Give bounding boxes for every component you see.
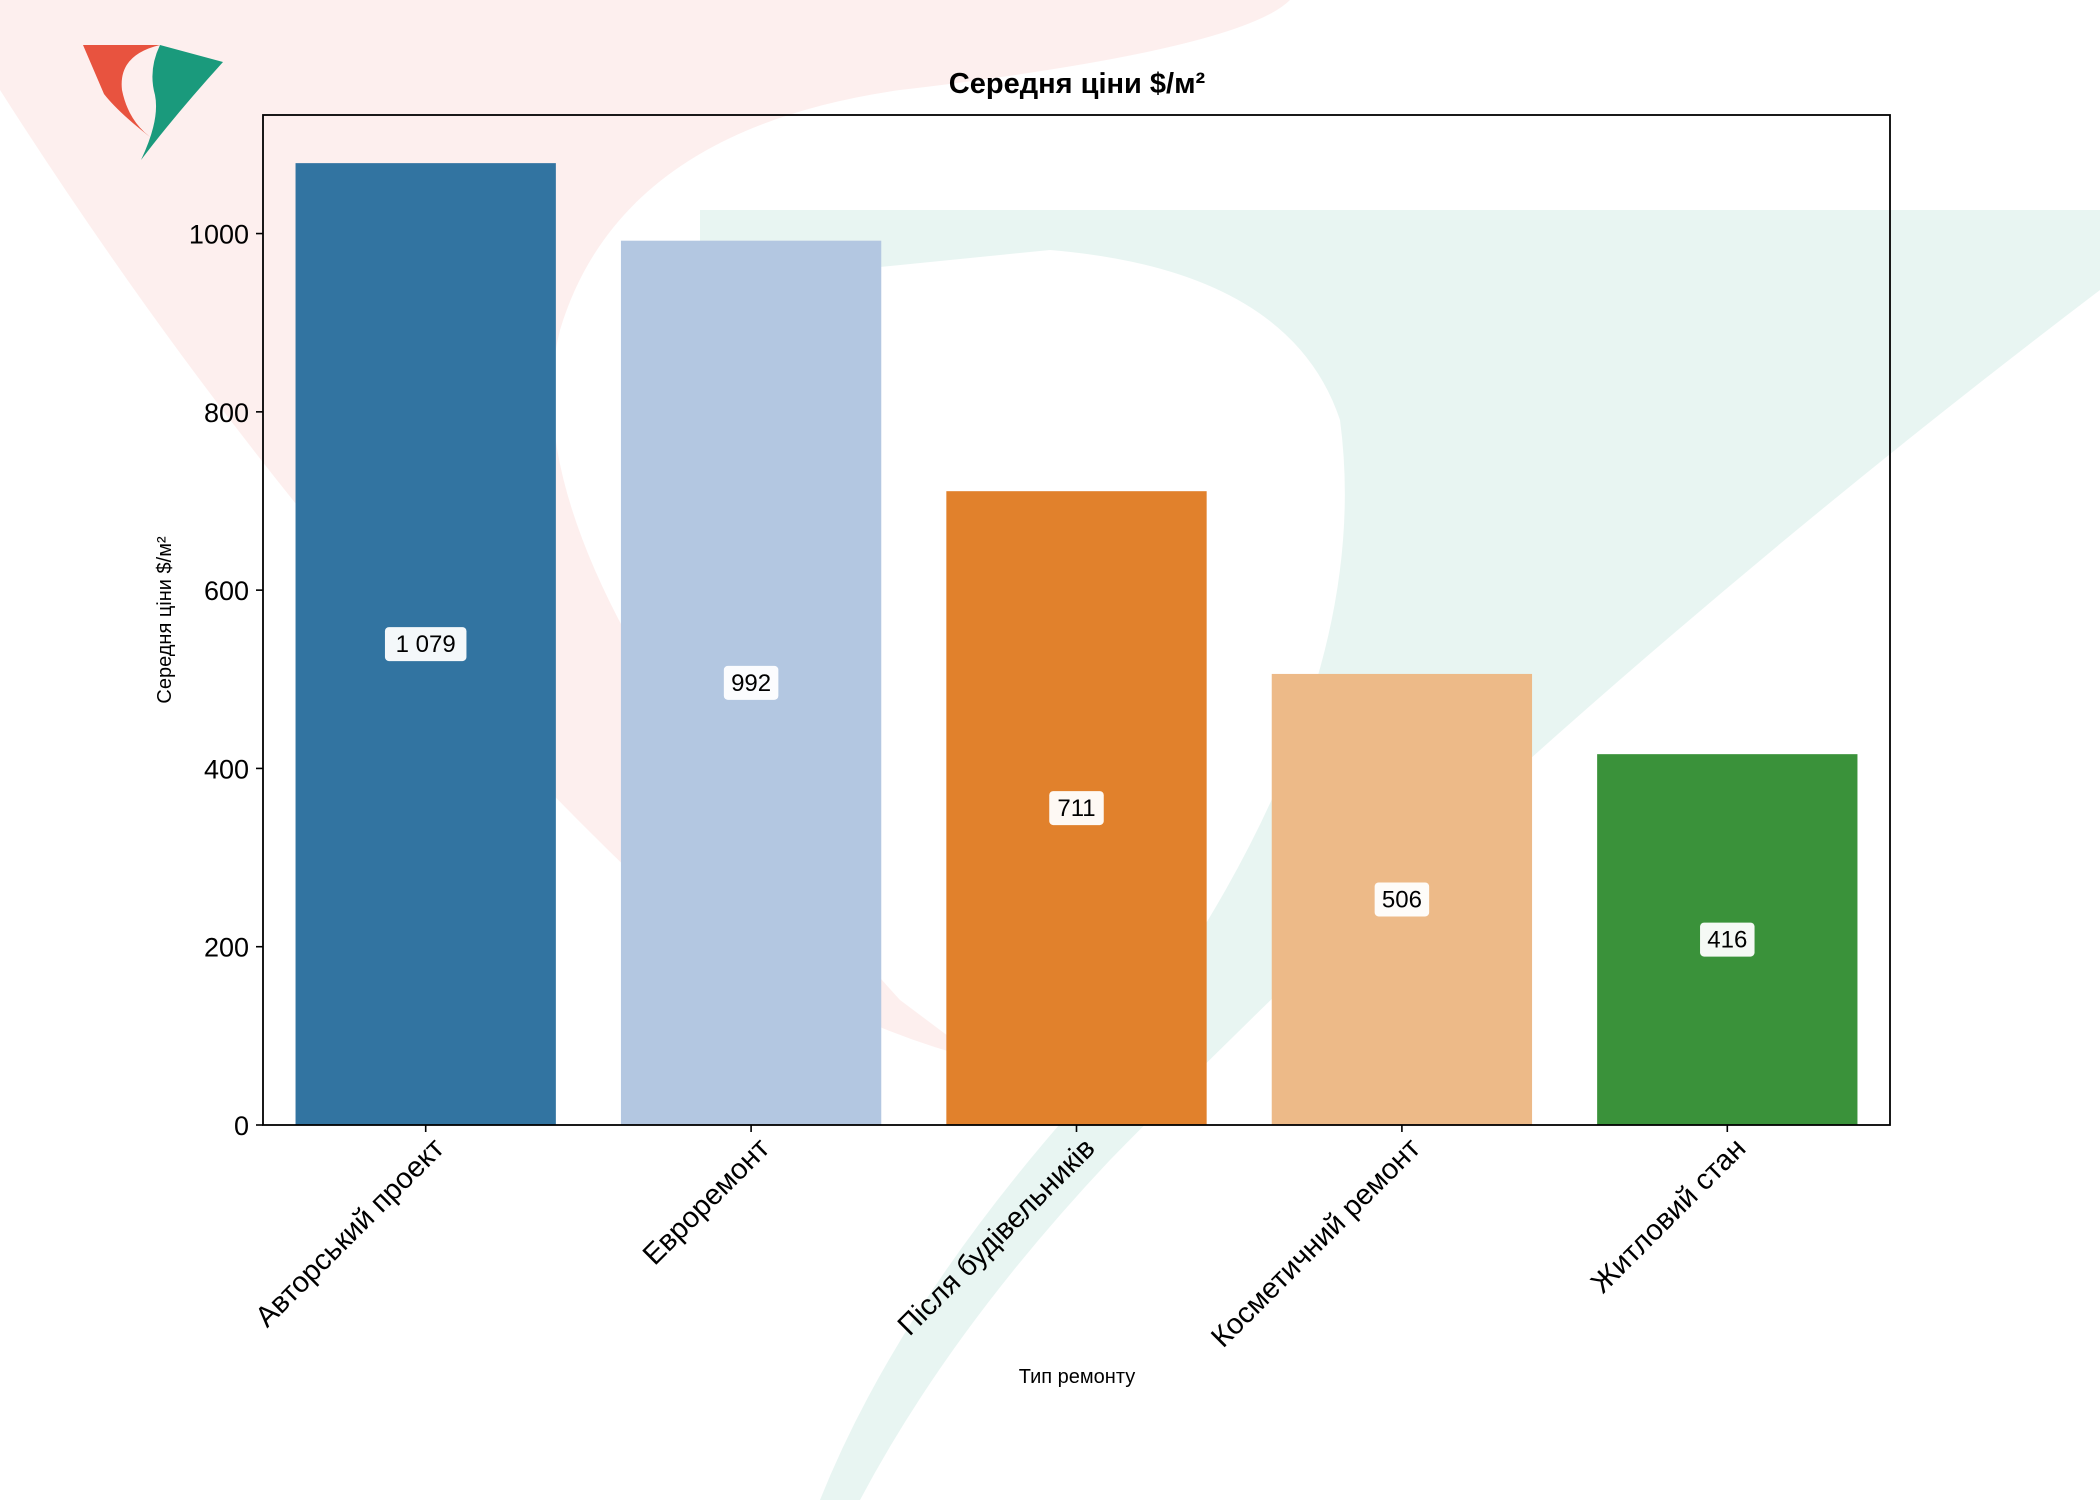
y-tick-label: 400 <box>204 754 249 784</box>
data-label-box <box>384 627 467 662</box>
data-label: 416 <box>1700 922 1755 957</box>
data-label-text: 711 <box>1057 795 1095 822</box>
plot-frame <box>262 114 1891 1126</box>
y-tick-label: 200 <box>204 933 249 963</box>
data-label: 992 <box>723 665 779 700</box>
chart-title: Середня ціни $/м² <box>949 68 1206 100</box>
y-tick-label: 0 <box>234 1111 249 1141</box>
data-label-text: 1 079 <box>396 631 456 658</box>
data-label: 711 <box>1049 791 1104 826</box>
data-label: 1 079 <box>384 627 467 662</box>
x-tick-label: Евроремонт <box>637 1132 776 1271</box>
x-axis-label: Тип ремонту <box>1019 1366 1135 1388</box>
data-label: 506 <box>1374 882 1430 917</box>
x-tick-label: Після будівельників <box>892 1132 1102 1342</box>
x-tick-label: Житловий стан <box>1585 1132 1752 1299</box>
y-tick-label: 600 <box>204 576 249 606</box>
x-tick-label: Косметичний ремонт <box>1205 1132 1427 1354</box>
data-label-box <box>1374 882 1430 917</box>
x-tick-label: Авторський проект <box>249 1132 450 1333</box>
y-tick-label: 800 <box>204 398 249 428</box>
logo-icon <box>83 45 223 160</box>
data-label-box <box>1700 922 1755 957</box>
y-tick-label: 1000 <box>189 220 249 250</box>
data-label-text: 416 <box>1707 927 1747 954</box>
y-axis-label: Середня ціни $/м² <box>154 536 176 704</box>
data-label-box <box>723 665 779 700</box>
data-label-text: 992 <box>731 670 771 697</box>
data-label-box <box>1049 791 1104 826</box>
data-label-text: 506 <box>1382 886 1422 913</box>
